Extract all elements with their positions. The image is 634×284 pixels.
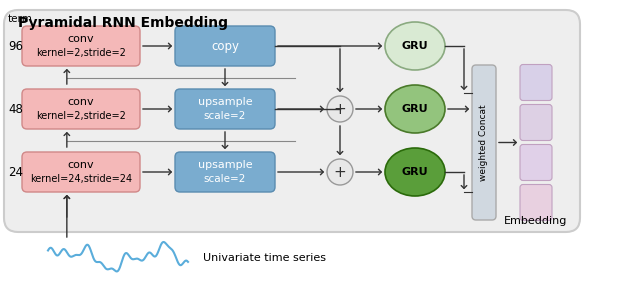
Text: upsample: upsample bbox=[198, 97, 252, 107]
FancyBboxPatch shape bbox=[520, 64, 552, 101]
Text: Pyramidal RNN Embedding: Pyramidal RNN Embedding bbox=[18, 16, 228, 30]
Text: Embedding: Embedding bbox=[504, 216, 567, 226]
FancyBboxPatch shape bbox=[520, 145, 552, 181]
Text: conv: conv bbox=[68, 34, 94, 44]
Text: GRU: GRU bbox=[402, 167, 429, 177]
Text: GRU: GRU bbox=[402, 104, 429, 114]
FancyBboxPatch shape bbox=[472, 65, 496, 220]
Text: term: term bbox=[8, 14, 33, 24]
Text: kernel=24,stride=24: kernel=24,stride=24 bbox=[30, 174, 132, 184]
FancyBboxPatch shape bbox=[175, 89, 275, 129]
Text: +: + bbox=[333, 101, 346, 116]
Text: 24: 24 bbox=[8, 166, 23, 179]
Text: GRU: GRU bbox=[402, 41, 429, 51]
FancyBboxPatch shape bbox=[22, 152, 140, 192]
Text: conv: conv bbox=[68, 160, 94, 170]
Ellipse shape bbox=[327, 96, 353, 122]
Text: scale=2: scale=2 bbox=[204, 174, 246, 184]
Ellipse shape bbox=[385, 148, 445, 196]
Text: scale=2: scale=2 bbox=[204, 111, 246, 121]
Text: weighted Concat: weighted Concat bbox=[479, 104, 489, 181]
FancyBboxPatch shape bbox=[22, 26, 140, 66]
Ellipse shape bbox=[327, 159, 353, 185]
FancyBboxPatch shape bbox=[22, 89, 140, 129]
Text: upsample: upsample bbox=[198, 160, 252, 170]
Text: +: + bbox=[333, 164, 346, 179]
Text: Univariate time series: Univariate time series bbox=[203, 253, 326, 263]
Text: 48: 48 bbox=[8, 103, 23, 116]
Text: copy: copy bbox=[211, 39, 239, 53]
FancyBboxPatch shape bbox=[4, 10, 580, 232]
Ellipse shape bbox=[385, 22, 445, 70]
FancyBboxPatch shape bbox=[175, 26, 275, 66]
Text: kernel=2,stride=2: kernel=2,stride=2 bbox=[36, 111, 126, 121]
Text: 96: 96 bbox=[8, 39, 23, 53]
FancyBboxPatch shape bbox=[175, 152, 275, 192]
Text: kernel=2,stride=2: kernel=2,stride=2 bbox=[36, 48, 126, 58]
Text: conv: conv bbox=[68, 97, 94, 107]
FancyBboxPatch shape bbox=[520, 185, 552, 220]
Ellipse shape bbox=[385, 85, 445, 133]
FancyBboxPatch shape bbox=[520, 105, 552, 141]
